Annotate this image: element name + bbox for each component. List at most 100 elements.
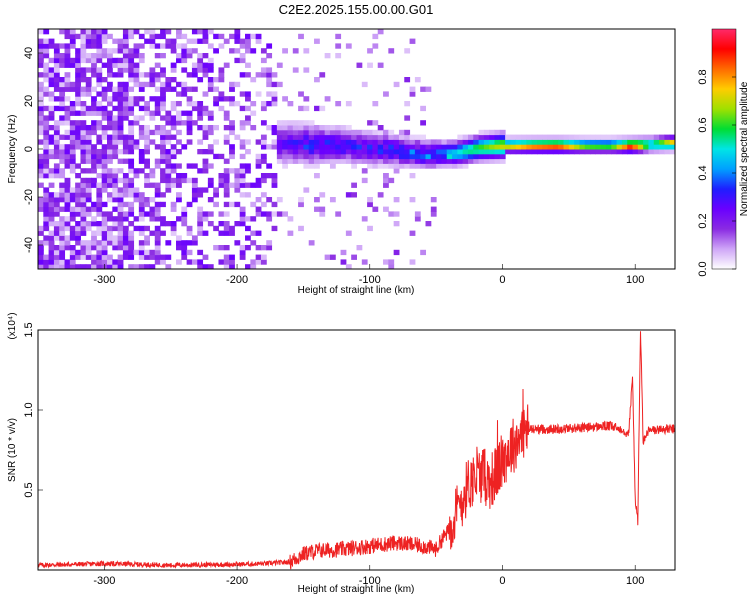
spectrogram-cell xyxy=(202,105,209,112)
spectrogram-cell xyxy=(128,177,135,184)
spectrogram-cell xyxy=(271,225,278,232)
spectrogram-cell xyxy=(101,259,108,265)
spectrogram-cell xyxy=(367,129,373,136)
spectrogram-cell xyxy=(75,129,81,136)
spectrogram-cell xyxy=(75,33,81,40)
spectrogram-cell xyxy=(160,153,166,160)
spectrogram-cell xyxy=(154,249,161,256)
spectrogram-cell xyxy=(176,173,182,179)
spectrogram-cell xyxy=(138,53,145,59)
spectrogram-cell xyxy=(165,240,172,246)
spectrogram-cell xyxy=(611,134,618,140)
spectrogram-cell xyxy=(420,249,427,256)
spectrogram-cell xyxy=(202,72,209,78)
spectrogram-cell xyxy=(250,48,257,54)
spectrogram-cell xyxy=(186,163,193,169)
spectrogram-cell xyxy=(80,187,87,193)
spectrogram-cell xyxy=(345,264,352,269)
spectrogram-cell xyxy=(191,38,198,44)
spectrogram-cell xyxy=(59,221,66,227)
spectrogram-cell xyxy=(398,149,405,155)
spectrogram-cell xyxy=(383,134,389,140)
spectrogram-cell xyxy=(245,96,251,102)
spectrogram-cell xyxy=(170,168,177,174)
spectrogram-cell xyxy=(96,163,103,169)
spectrogram-cell xyxy=(282,149,288,155)
spectrogram-cell xyxy=(75,173,81,179)
spectrogram-cell xyxy=(356,144,363,150)
spectrogram-cell xyxy=(473,144,480,150)
spectrogram-cell xyxy=(446,139,453,145)
spectrogram-cell xyxy=(64,77,71,83)
spectrogram-cell xyxy=(69,153,76,160)
spectrogram-cell xyxy=(239,177,246,184)
spectrogram-cell xyxy=(165,115,172,121)
spectrogram-cell xyxy=(637,144,644,150)
spectrogram-cell xyxy=(112,129,119,136)
spectrogram-cell xyxy=(271,211,278,217)
spectrogram-cell xyxy=(340,125,347,131)
spectrogram-cell xyxy=(542,139,549,145)
spectrogram-cell xyxy=(595,139,602,145)
spectrogram-cell xyxy=(377,144,384,150)
spectrogram-cell xyxy=(229,254,235,260)
spectrogram-cell xyxy=(202,149,209,155)
spectrogram-cell xyxy=(430,158,437,164)
spectrogram-cell xyxy=(128,101,135,107)
spectrogram-cell xyxy=(218,91,225,97)
spectrogram-cell xyxy=(91,216,97,222)
spectrogram-cell xyxy=(64,72,71,78)
spectrogram-cell xyxy=(282,163,288,169)
spectrogram-cell xyxy=(133,249,140,256)
spectrogram-cell xyxy=(80,38,87,44)
spectrogram-cell xyxy=(420,134,427,140)
spectrogram-cell xyxy=(255,72,262,78)
spectrogram-cell xyxy=(398,134,405,140)
spectrogram-cell xyxy=(207,221,214,227)
spectrogram-cell xyxy=(351,139,357,145)
spectrogram-cell xyxy=(627,149,634,155)
spectrogram-cell xyxy=(122,139,129,145)
spectrogram-cell xyxy=(388,144,395,150)
spectrogram-cell xyxy=(128,158,135,164)
spectrogram-cell xyxy=(96,33,103,40)
spectrogram-cell xyxy=(436,158,442,164)
spectrogram-cell xyxy=(149,230,156,236)
spectrogram-cell xyxy=(38,125,44,131)
spectrogram-cell xyxy=(176,33,182,40)
spectrogram-cell xyxy=(64,245,71,251)
spectrogram-cell xyxy=(38,53,44,59)
spectrogram-cell xyxy=(404,115,411,121)
spectrogram-cell xyxy=(197,221,204,227)
spectrogram-cell xyxy=(181,91,188,97)
spectrogram-cell xyxy=(213,153,219,160)
spectrogram-cell xyxy=(133,77,140,83)
spectrogram-cell xyxy=(69,110,76,116)
spectrogram-cell xyxy=(664,144,671,150)
spectrogram-cell xyxy=(122,216,129,222)
spectrogram-cell xyxy=(388,153,395,160)
spectrogram-cell xyxy=(462,139,469,145)
spectrogram-cell xyxy=(138,134,145,140)
x-tick-label: -200 xyxy=(226,575,248,587)
spectrogram-cell xyxy=(234,221,241,227)
spectrogram-cell xyxy=(107,192,113,198)
spectrogram-cell xyxy=(96,153,103,160)
spectrogram-cell xyxy=(64,187,71,193)
spectrogram-cell xyxy=(489,149,496,155)
spectrogram-cell xyxy=(351,144,357,150)
spectrogram-cell xyxy=(144,158,150,164)
spectrogram-cell xyxy=(245,192,251,198)
x-tick-label: 0 xyxy=(499,575,505,587)
spectrogram-cell xyxy=(59,168,66,174)
spectrogram-cell xyxy=(218,259,225,265)
spectrogram-cell xyxy=(75,144,81,150)
spectrogram-cell xyxy=(329,254,336,260)
spectrogram-cell xyxy=(53,96,60,102)
spectrogram-cell xyxy=(648,134,655,140)
spectrogram-cell xyxy=(138,149,145,155)
spectrogram-cell xyxy=(101,216,108,222)
spectrogram-cell xyxy=(91,158,97,164)
colorbar-ticks: 0.00.20.40.60.8 xyxy=(697,69,736,277)
spectrogram-cell xyxy=(616,144,623,150)
